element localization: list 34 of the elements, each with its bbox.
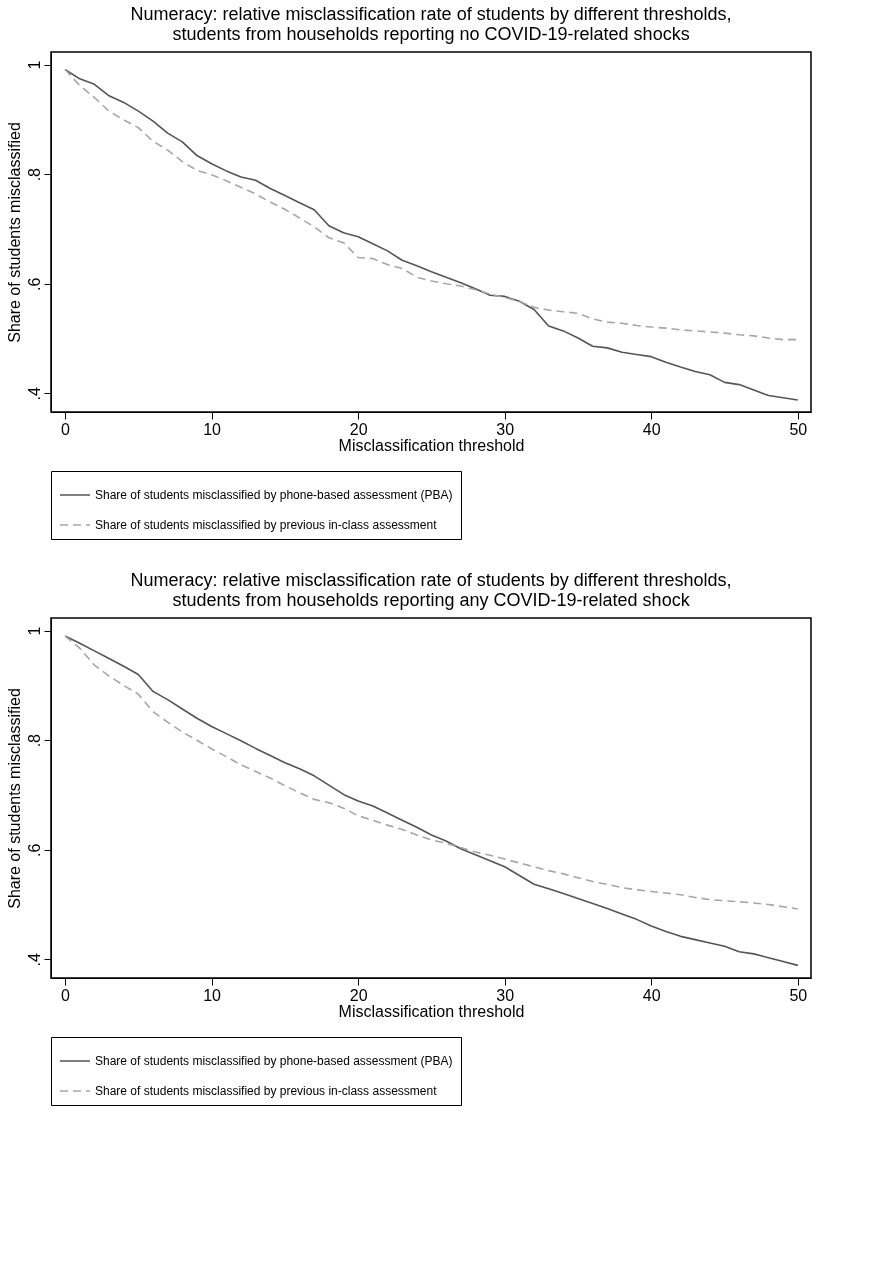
y-tick-label: .8: [25, 167, 43, 182]
y-tick-label: .8: [25, 733, 43, 748]
legend-label: Share of students misclassified by previous in-class assessment: [95, 1084, 438, 1098]
line-series: [64, 635, 799, 910]
y-axis-title: Share of students misclassified: [5, 688, 23, 909]
x-tick-label: 20: [349, 420, 368, 438]
x-tick-label: 50: [789, 420, 808, 438]
legend-label: Share of students misclassified by previous in-class assessment: [95, 518, 438, 532]
y-tick-label: 1: [25, 60, 43, 70]
x-tick-label: 50: [789, 986, 808, 1004]
x-axis-title: Misclassification threshold: [338, 436, 525, 454]
legend-label: Share of students misclassified by phone-based assessment (PBA): [95, 488, 453, 502]
x-tick-label: 0: [61, 420, 71, 438]
x-tick-label: 10: [203, 986, 222, 1004]
y-tick-label: 1: [25, 626, 43, 636]
line-series: [64, 68, 799, 401]
y-tick-label: .4: [25, 953, 43, 967]
x-axis-title: Misclassification threshold: [338, 1002, 525, 1020]
y-tick-label: .6: [25, 843, 43, 857]
x-tick-label: 10: [203, 420, 222, 438]
x-tick-label: 0: [61, 986, 71, 1004]
y-tick-label: .6: [25, 277, 43, 291]
x-tick-label: 30: [496, 986, 515, 1004]
line-series: [64, 635, 799, 967]
chart-title: Numeracy: relative misclassification rate of students by different thresholds, students from households reporting any COVID-19-related shock: [130, 570, 732, 610]
legend-label: Share of students misclassified by phone-based assessment (PBA): [95, 1054, 453, 1068]
x-tick-label: 20: [349, 986, 368, 1004]
y-tick-label: .4: [25, 387, 43, 401]
line-series: [64, 68, 799, 341]
x-tick-label: 40: [642, 986, 661, 1004]
chart-title: Numeracy: relative misclassification rate of students by different thresholds, students from households reporting no COVID-19-related shocks: [130, 4, 732, 44]
x-tick-label: 30: [496, 420, 515, 438]
x-tick-label: 40: [642, 420, 661, 438]
y-axis-title: Share of students misclassified: [5, 122, 23, 343]
